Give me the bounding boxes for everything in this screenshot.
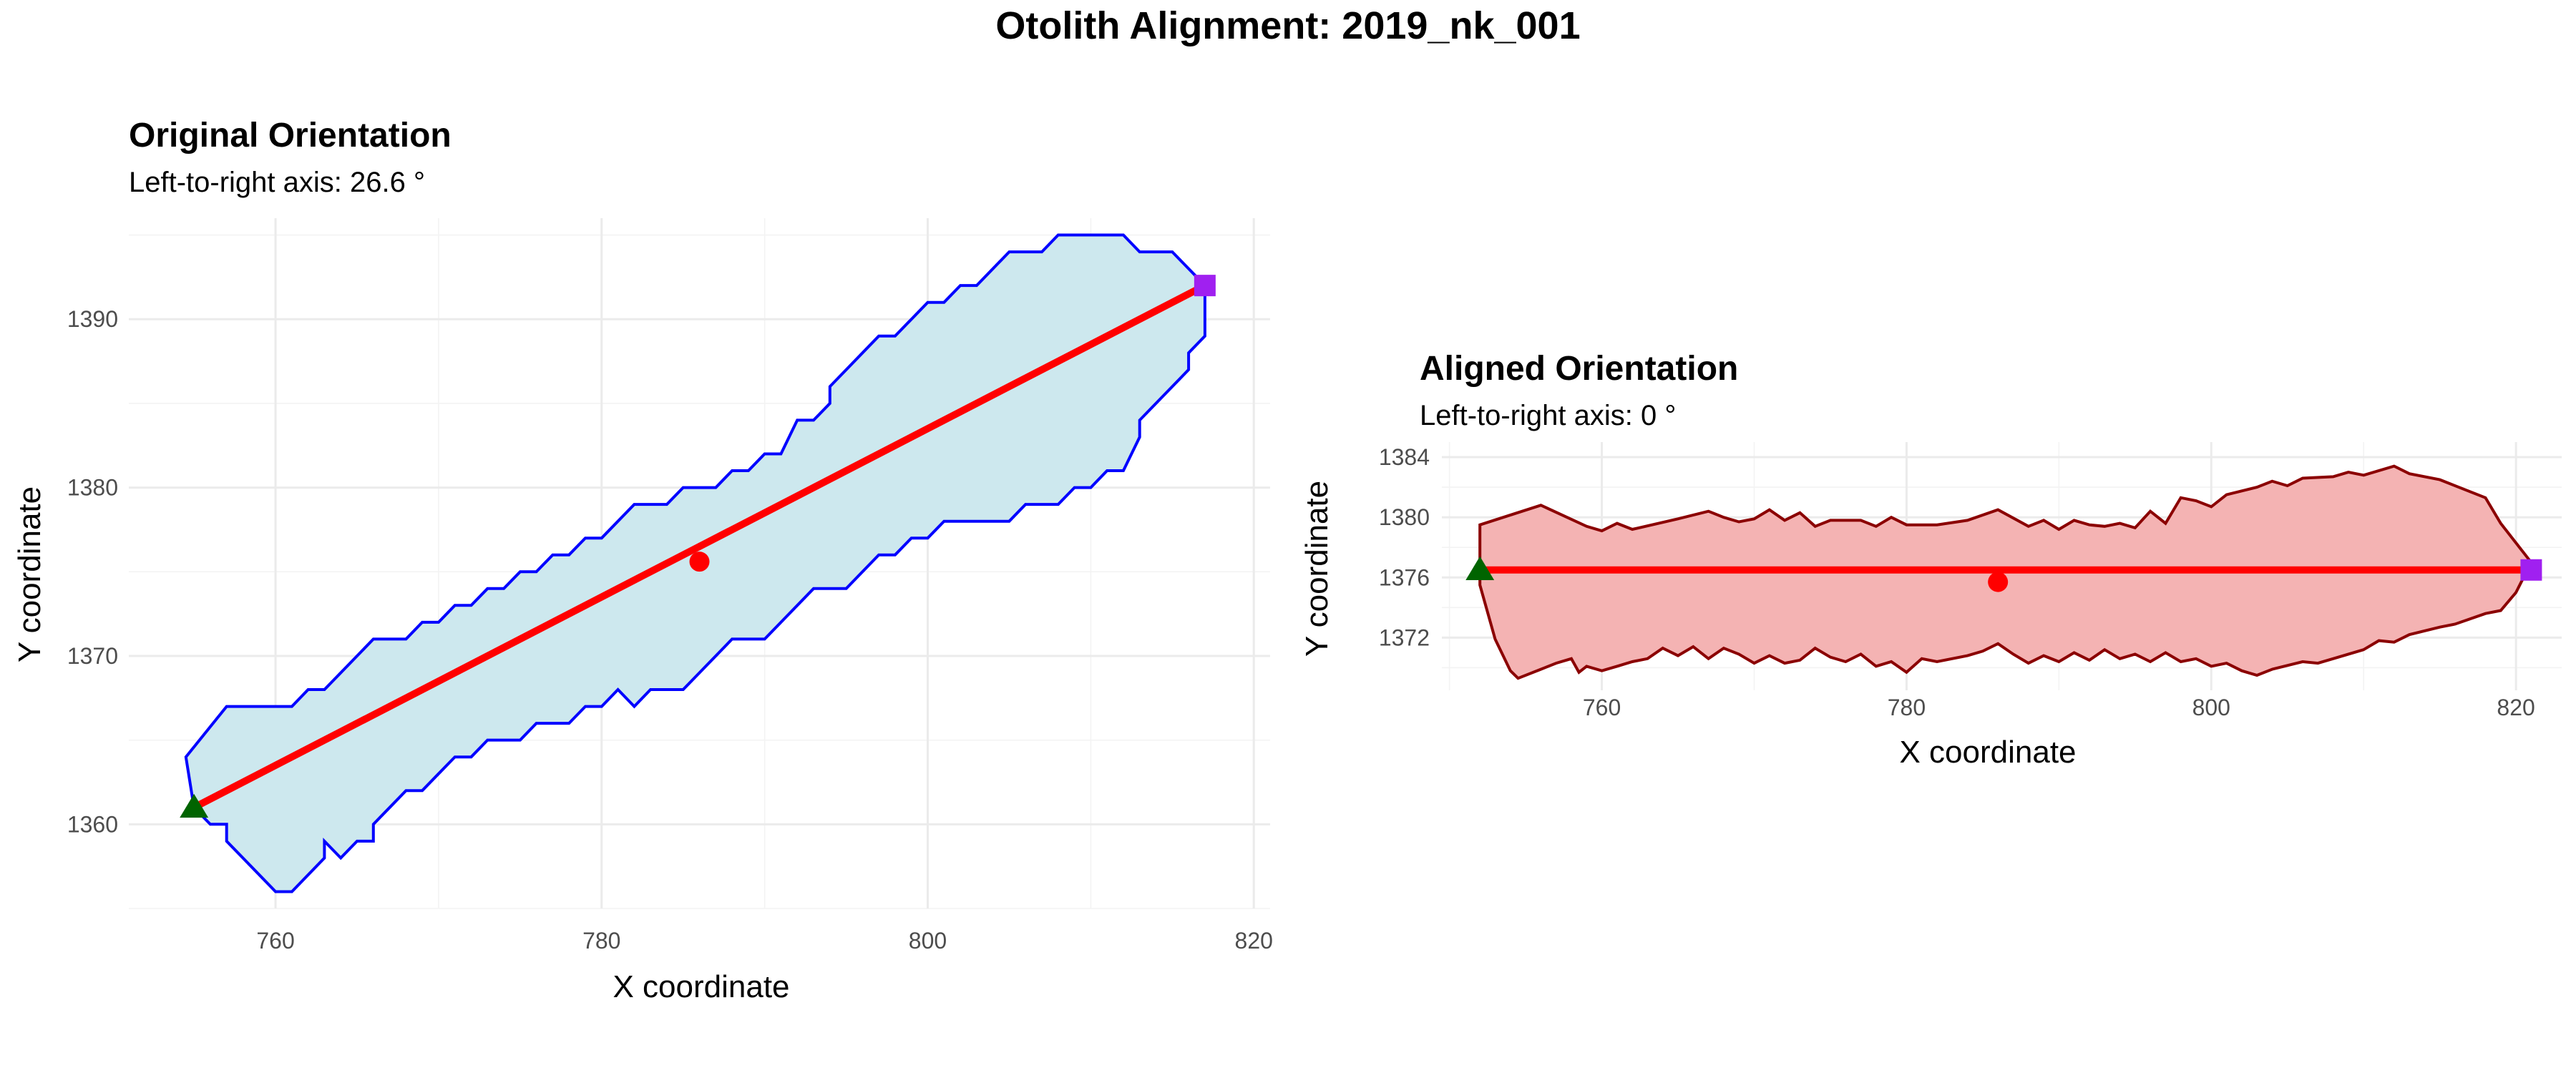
end-point-square (2520, 559, 2542, 581)
y-tick-label: 1380 (1379, 504, 1430, 530)
y-tick-label: 1372 (1379, 624, 1430, 650)
panel-subtitle: Left-to-right axis: 0 ° (1420, 400, 1676, 431)
x-tick-label: 820 (1235, 928, 1273, 954)
panel-subtitle: Left-to-right axis: 26.6 ° (129, 167, 425, 198)
y-axis-label: Y coordinate (1299, 481, 1335, 657)
tick-labels: 760 780 800 820 1360 1370 1380 1390 (67, 306, 1273, 954)
y-tick-label: 1380 (67, 475, 118, 501)
tick-labels: 760 780 800 820 1372 1376 1380 1384 (1379, 444, 2535, 720)
end-point-square (1194, 275, 1216, 297)
y-tick-label: 1376 (1379, 564, 1430, 590)
y-tick-label: 1370 (67, 643, 118, 669)
start-point-triangle (180, 793, 209, 818)
x-tick-label: 760 (1583, 695, 1621, 720)
plot-marks (180, 275, 1216, 818)
x-axis-label: X coordinate (613, 969, 789, 1004)
figure-title: Otolith Alignment: 2019_nk_001 (995, 4, 1580, 47)
y-tick-label: 1360 (67, 811, 118, 837)
left-right-axis-line (192, 282, 1207, 811)
x-tick-label: 780 (582, 928, 620, 954)
x-tick-label: 800 (2192, 695, 2230, 720)
original-orientation-panel: Original Orientation Left-to-right axis:… (12, 117, 1273, 1004)
aligned-orientation-panel: Aligned Orientation Left-to-right axis: … (1299, 350, 2562, 770)
x-axis-label: X coordinate (1899, 735, 2076, 770)
plot-marks (1465, 556, 2542, 592)
centroid-point (1988, 572, 2009, 592)
y-tick-label: 1384 (1379, 444, 1430, 470)
x-tick-label: 760 (256, 928, 294, 954)
x-tick-label: 800 (909, 928, 947, 954)
centroid-point (689, 552, 710, 572)
panel-title: Original Orientation (129, 117, 452, 155)
start-point-triangle (1465, 556, 1495, 581)
x-tick-label: 820 (2497, 695, 2534, 720)
x-tick-label: 780 (1888, 695, 1926, 720)
y-tick-label: 1390 (67, 306, 118, 332)
y-axis-label: Y coordinate (12, 486, 47, 662)
panel-title: Aligned Orientation (1420, 350, 1738, 388)
